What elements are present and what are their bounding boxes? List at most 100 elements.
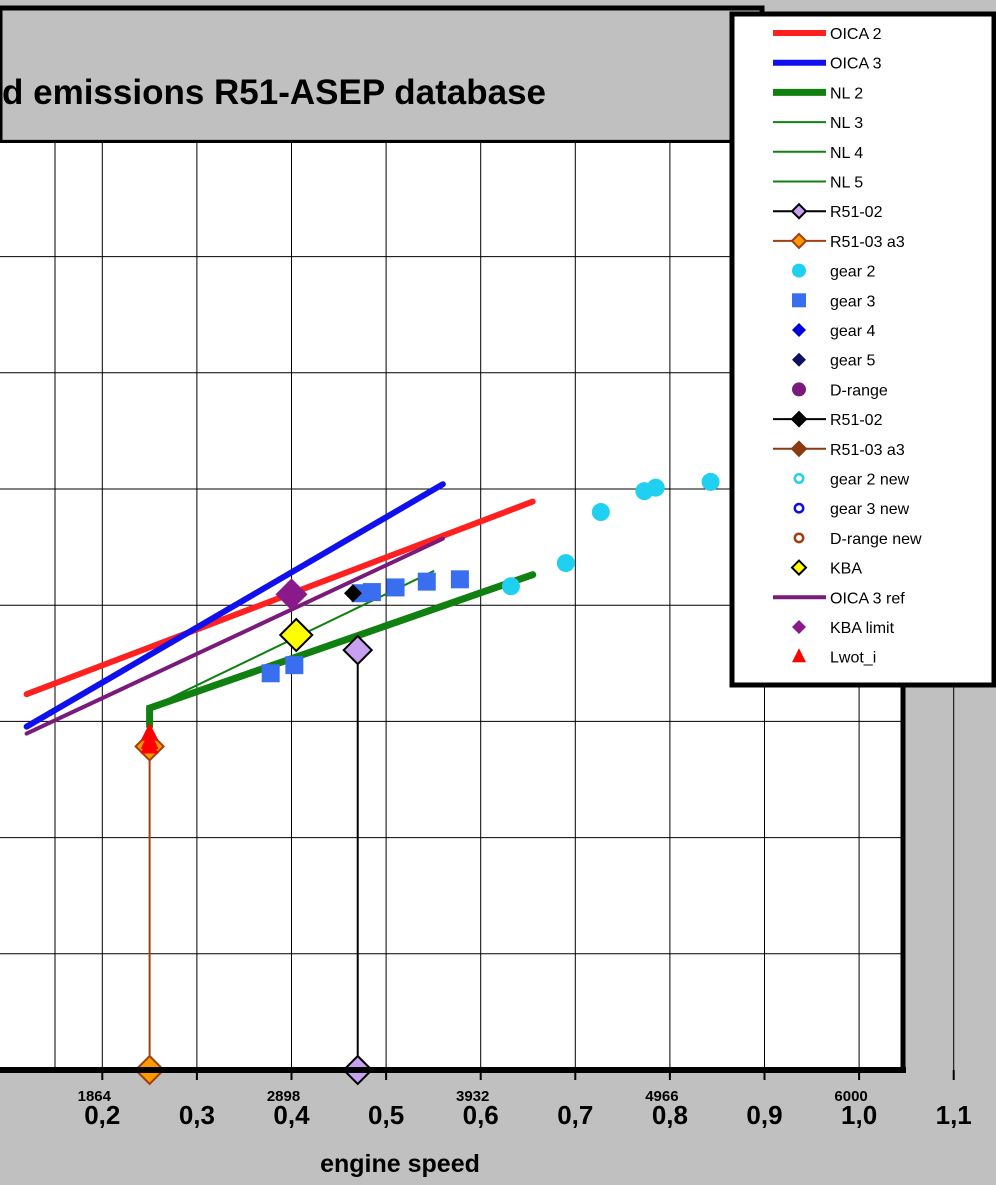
legend-label: OICA 3	[830, 56, 882, 73]
legend-swatch-marker	[790, 202, 808, 220]
data-point	[646, 478, 665, 497]
rpm-tick-label: 2898	[267, 1088, 300, 1105]
x-axis-label: engine speed	[320, 1150, 480, 1178]
data-point	[261, 664, 280, 683]
legend-entry: gear 2	[792, 263, 875, 281]
legend-entry: OICA 2	[773, 26, 882, 43]
legend-swatch-marker	[790, 440, 808, 458]
legend-swatch	[792, 293, 806, 308]
legend-label: gear 2	[830, 264, 875, 281]
legend-swatch-marker	[790, 410, 808, 428]
data-point	[591, 503, 610, 522]
legend-entry: gear 2 new	[793, 472, 910, 489]
data-point	[140, 735, 159, 754]
legend-items: OICA 2 OICA 3 NL 2 NL 3 NL 4 NL 5 R51-02 R51-03…	[773, 26, 922, 667]
x-axis: 0,2 0,3 0,4 0,5 0,6 0,7 0,8 0,9 1,0 1,1 1864 2898 39…	[78, 1070, 972, 1130]
legend-swatch	[793, 473, 805, 484]
x-tick-label: 0,9	[746, 1100, 782, 1130]
legend-entry: R51-02	[773, 410, 883, 429]
legend-entry: NL 2	[773, 85, 863, 102]
legend-box	[729, 11, 996, 688]
legend-swatch	[792, 648, 806, 663]
rpm-tick-label: 3932	[456, 1088, 489, 1105]
rpm-tick-label: 6000	[834, 1088, 867, 1105]
legend-entry: gear 3 new	[793, 501, 910, 518]
legend-swatch	[792, 323, 806, 337]
legend-label: R51-02	[830, 412, 883, 429]
x-tick-label: 0,8	[652, 1100, 688, 1130]
legend-label: gear 3 new	[830, 501, 910, 518]
legend-label: KBA limit	[830, 620, 895, 637]
data-point	[275, 578, 308, 611]
series-nl-2	[146, 571, 537, 728]
legend: OICA 2 OICA 3 NL 2 NL 3 NL 4 NL 5 R51-02 R51-03…	[729, 11, 996, 688]
legend-label: R51-03 a3	[830, 442, 905, 459]
legend-entry: OICA 3	[773, 56, 882, 73]
data-point	[417, 572, 436, 591]
legend-swatch	[792, 382, 806, 397]
legend-label: gear 2 new	[830, 472, 910, 489]
x-tick-label: 0,2	[84, 1100, 120, 1130]
legend-label: OICA 3 ref	[830, 590, 905, 607]
legend-entry: NL 3	[773, 115, 863, 132]
series-oica-3	[23, 481, 446, 730]
x-tick-label: 0,5	[368, 1100, 404, 1130]
data-point	[342, 634, 374, 666]
series-r51-02	[343, 584, 362, 603]
legend-swatch	[792, 620, 806, 634]
rpm-tick-label: 1864	[78, 1088, 112, 1105]
legend-label: R51-02	[830, 204, 883, 221]
legend-entry: gear 5	[792, 352, 875, 370]
legend-entry: OICA 3 ref	[773, 590, 905, 607]
legend-entry: D-range new	[793, 531, 922, 548]
legend-label: R51-03 a3	[830, 234, 905, 251]
series-line	[23, 481, 446, 730]
series-oica-3-ref	[24, 536, 445, 736]
title-box	[0, 5, 765, 146]
data-point	[362, 583, 381, 602]
legend-swatch	[793, 532, 805, 544]
legend-label: NL 5	[830, 175, 863, 192]
data-point	[386, 578, 405, 597]
legend-entry: Lwot_i	[792, 648, 876, 667]
data-point	[450, 570, 469, 589]
series-lwot-i	[140, 722, 159, 754]
legend-entry: NL 5	[773, 175, 863, 192]
series-line	[146, 571, 537, 728]
data-point	[343, 584, 362, 603]
legend-label: gear 3	[830, 293, 875, 310]
legend-entry: R51-02	[773, 202, 883, 221]
data-point	[501, 577, 520, 596]
data-point	[278, 617, 314, 653]
series-kba-limit	[275, 578, 308, 611]
legend-swatch	[792, 263, 806, 278]
legend-entry: gear 4	[792, 323, 875, 340]
legend-label: gear 4	[830, 323, 875, 340]
legend-swatch	[792, 352, 806, 367]
data-point	[556, 554, 575, 573]
data-point	[285, 656, 304, 675]
legend-label: D-range new	[830, 531, 922, 548]
legend-label: OICA 2	[830, 26, 882, 43]
series-kba	[278, 617, 314, 653]
legend-entry: KBA limit	[792, 620, 895, 637]
legend-label: NL 3	[830, 115, 863, 132]
legend-swatch-marker	[790, 232, 808, 250]
x-tick-label: 0,6	[463, 1100, 499, 1130]
x-tick-label: 1,1	[936, 1100, 972, 1130]
x-tick-label: 1,0	[841, 1100, 877, 1130]
legend-entry: gear 3	[792, 293, 875, 310]
x-tick-label: 0,3	[179, 1100, 215, 1130]
legend-label: gear 5	[830, 353, 875, 370]
chart-title: d emissions R51-ASEP database	[2, 73, 546, 112]
rpm-tick-label: 4966	[645, 1088, 678, 1105]
legend-label: NL 4	[830, 145, 863, 162]
legend-entry: NL 4	[773, 145, 863, 162]
legend-label: KBA	[830, 561, 862, 578]
legend-label: NL 2	[830, 85, 863, 102]
legend-entry: KBA	[790, 559, 862, 578]
legend-swatch	[790, 559, 808, 577]
legend-label: D-range	[830, 382, 888, 399]
legend-swatch	[793, 502, 805, 514]
